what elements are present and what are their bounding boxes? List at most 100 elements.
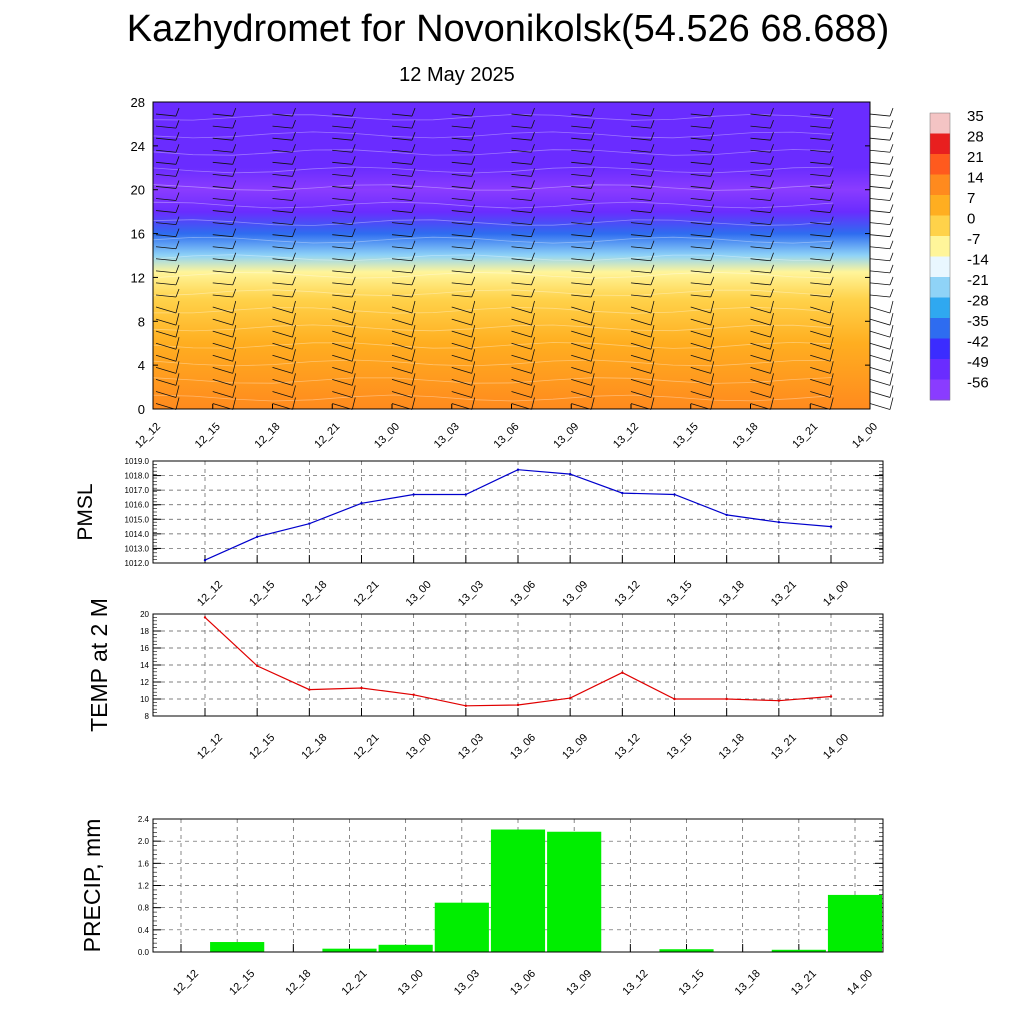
bar: [210, 942, 265, 952]
wind-barb-flag: [650, 119, 655, 129]
wind-barb: [272, 240, 296, 250]
wind-barb-flag: [590, 264, 595, 273]
data-point: [203, 558, 207, 562]
wind-barb-flag: [531, 204, 535, 213]
wind-barb-flag: [351, 397, 356, 410]
wind-barb: [690, 373, 715, 386]
x-tick-label: 12_12: [195, 579, 225, 609]
wind-barb-staff: [869, 379, 891, 386]
wind-barb: [869, 156, 894, 165]
temperature-heatmap-chart: 0 4 8 12 16 20 24 28 12_12 12_15 12_18 12_21 13_00 13…: [131, 95, 894, 451]
colorbar-swatch: [930, 359, 950, 380]
wind-barb-flag: [710, 228, 715, 237]
wind-barb-staff: [332, 258, 353, 262]
data-point: [412, 493, 415, 496]
wind-barb-staff: [332, 391, 353, 398]
wind-barb-staff: [332, 173, 353, 177]
wind-barb-flag: [175, 192, 180, 201]
x-tick-label: 13_06: [508, 579, 538, 609]
wind-barb: [571, 288, 595, 298]
data-point: [412, 693, 415, 696]
wind-barb: [750, 156, 774, 165]
wind-barb-staff: [511, 306, 532, 314]
wind-barb: [630, 228, 655, 238]
wind-barb-staff: [810, 258, 831, 262]
wind-barb-flag: [292, 156, 296, 165]
wind-barb-staff: [690, 391, 711, 398]
colorbar-label: -35: [967, 313, 989, 330]
wind-barb-flag: [889, 325, 894, 338]
wind-barb: [810, 144, 834, 153]
wind-barb-flag: [829, 240, 834, 249]
wind-barb-staff: [630, 173, 652, 177]
wind-barb-staff: [332, 294, 353, 298]
y-tick-label: 24: [131, 139, 145, 154]
wind-barb: [511, 361, 535, 374]
wind-barb-staff: [332, 234, 353, 238]
wind-barb-flag: [531, 300, 535, 314]
wind-barb: [332, 216, 356, 226]
wind-barb: [571, 204, 595, 213]
wind-barb-staff: [332, 246, 353, 250]
wind-barb-flag: [411, 397, 416, 410]
wind-barb: [272, 132, 296, 141]
wind-barb-staff: [630, 234, 652, 238]
wind-barb-flag: [770, 204, 774, 213]
y-tick-label: 18: [140, 627, 149, 636]
temp-2m-chart: 8 10 12 14 16 18 20 12_12 12_15 12_18 12_21 13_00 13…: [86, 598, 884, 762]
wind-barb-flag: [829, 325, 834, 338]
wind-barb: [571, 252, 595, 262]
wind-barb-staff: [630, 379, 652, 386]
wind-barb-flag: [292, 132, 296, 141]
x-tick-label: 12_15: [193, 421, 223, 451]
y-tick-label: 10: [140, 695, 149, 704]
wind-barb-staff: [630, 246, 652, 250]
wind-barb: [869, 276, 894, 286]
wind-barb-flag: [710, 325, 715, 338]
wind-barb-flag: [175, 276, 180, 286]
wind-barb-flag: [175, 180, 180, 189]
wind-barb-staff: [810, 198, 831, 201]
wind-barb-flag: [829, 300, 834, 314]
wind-barb-flag: [411, 312, 416, 326]
x-tick-label: 13_21: [789, 968, 819, 998]
wind-barb-staff: [451, 210, 472, 213]
wind-barb-staff: [272, 282, 293, 286]
wind-barb-staff: [869, 354, 891, 362]
wind-barb-flag: [590, 204, 595, 213]
y-tick-label: 0.0: [138, 948, 150, 957]
wind-barb: [690, 276, 715, 286]
wind-barb-flag: [411, 240, 416, 249]
wind-barb-staff: [810, 186, 831, 189]
wind-barb-staff: [511, 330, 532, 338]
wind-barb-flag: [471, 385, 476, 398]
wind-barb: [272, 216, 296, 226]
wind-barb: [391, 240, 416, 250]
y-tick-label: 14: [140, 661, 149, 670]
wind-barb: [511, 119, 535, 129]
pmsl-chart: 1012.0 1013.0 1014.0 1015.0 1016.0 1017.0 1018…: [74, 457, 884, 609]
wind-barb: [571, 337, 595, 350]
wind-barb: [630, 156, 655, 165]
wind-barb: [750, 312, 774, 326]
wind-barb-staff: [571, 173, 592, 177]
data-point: [360, 686, 363, 690]
wind-barb-flag: [710, 252, 715, 261]
wind-barb: [332, 119, 356, 129]
wind-barb-staff: [155, 149, 177, 153]
wind-barb-staff: [391, 330, 413, 338]
wind-barb-staff: [391, 210, 413, 213]
y-tick-label: 8: [138, 314, 145, 329]
wind-barb-flag: [710, 180, 715, 189]
data-point: [829, 525, 833, 528]
wind-barb-staff: [391, 186, 413, 189]
wind-barb: [869, 361, 894, 374]
wind-barb-staff: [272, 294, 293, 298]
wind-barb-flag: [411, 337, 416, 350]
y-tick-label: 8: [145, 712, 150, 721]
x-tick-label: 13_21: [769, 579, 799, 609]
wind-barb-flag: [351, 361, 356, 374]
wind-barb: [212, 156, 237, 165]
wind-barb-flag: [650, 300, 655, 314]
wind-barb: [750, 168, 774, 177]
